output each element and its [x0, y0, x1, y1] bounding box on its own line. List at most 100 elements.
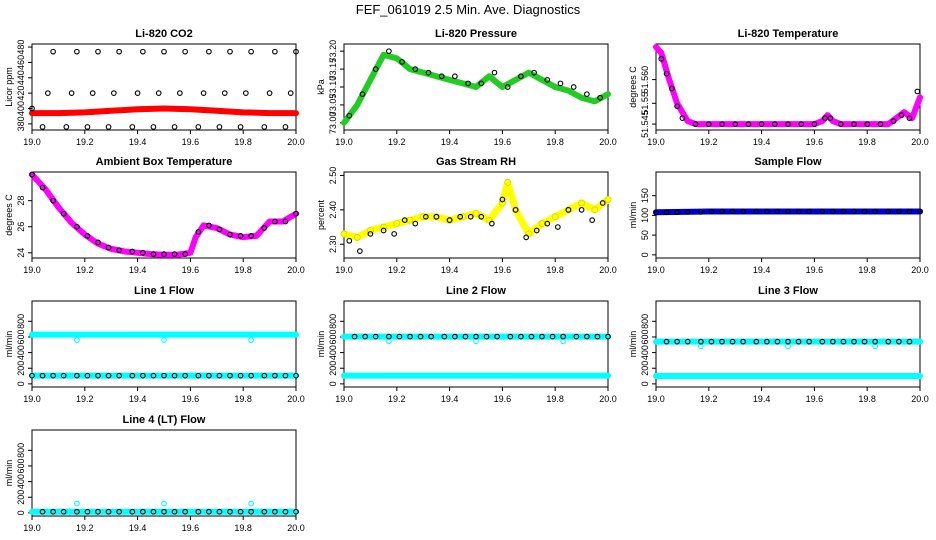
- rh-series-continuous-point: [485, 216, 493, 224]
- li_temp-series-2-5-min-ave-point: [837, 121, 844, 127]
- pressure-ytick-label: 73.20: [328, 40, 338, 63]
- line4-series-2-5-min-ave-point: [39, 508, 46, 515]
- sample_flow-series-2-5-min-ave-point: [674, 209, 680, 216]
- line1-series-2-5-min-ave-point: [216, 372, 223, 379]
- co2-ytick-label: 480: [16, 40, 26, 55]
- sample_flow-ytick-label: 100: [640, 208, 650, 223]
- pressure-xtick-label: 19.4: [441, 137, 459, 147]
- pressure-series-2-5-min-ave-point: [531, 69, 537, 76]
- line3-series-2-5-min-ave-point: [819, 338, 826, 345]
- pressure-series-2-5-min-ave-point: [452, 73, 458, 80]
- line4-series-2-5-min-ave-point: [50, 508, 56, 515]
- line4-series-2-5-min-ave-point: [261, 508, 268, 515]
- co2-series-2-5-min-ave-point: [95, 48, 101, 55]
- co2-series-2-5-min-ave-point: [272, 48, 278, 55]
- co2-series-continuous: [29, 105, 299, 117]
- rh-series-continuous-point: [406, 216, 414, 224]
- co2-ytick-label: 400: [16, 101, 26, 116]
- box_temp-panel: Ambient Box Temperature degrees C 19.0 19.2…: [4, 156, 305, 275]
- line2-panel: Line 2 Flow ml/min 19.0 19.2 19.4 19.6 19.8 20.…: [316, 285, 617, 404]
- sample_flow-series-2-5-min-ave-point: [830, 208, 836, 215]
- co2-series-2-5-min-ave-point: [237, 124, 244, 130]
- line3-xtick-label: 19.0: [647, 394, 665, 404]
- rh-series-2-5-min-ave-point: [499, 196, 506, 203]
- rh-plot-frame: [343, 171, 609, 259]
- co2-ytick-label: 380: [16, 116, 26, 131]
- line2-series-2-5-min-ave-point: [462, 333, 469, 340]
- box_temp-series-2-5-min-ave-point: [293, 210, 299, 217]
- li_temp-series-2-5-min-ave-point: [771, 121, 778, 127]
- line1-series-2-5-min-ave-point: [237, 372, 244, 379]
- pressure-ylabel: kPa: [316, 79, 326, 95]
- pressure-xtick-label: 19.2: [388, 137, 406, 147]
- pressure-series-2-5-min-ave-point: [465, 80, 471, 87]
- rh-ytick-label: 2.50: [328, 167, 338, 185]
- line1-series-2-5-min-ave-point: [282, 372, 289, 379]
- rh-xtick-label: 19.6: [494, 265, 512, 275]
- line1-series-2-5-min-ave-point: [195, 372, 202, 379]
- sample_flow-panel: Sample Flow ml/min 19.0 19.2 19.4 19.6 19.8 20.…: [628, 156, 929, 275]
- line1-series-upper-dips-point: [161, 337, 167, 343]
- co2-series-2-5-min-ave-point: [227, 48, 233, 55]
- box_temp-series-2-5-min-ave-point: [74, 223, 80, 230]
- li_temp-xtick-label: 19.8: [858, 137, 876, 147]
- line4-series-2-5-min-ave-point: [84, 508, 91, 515]
- co2-series-2-5-min-ave-point: [161, 48, 167, 55]
- pressure-series-2-5-min-ave-point: [597, 94, 603, 101]
- box_temp-series-2-5-min-ave-point: [116, 247, 122, 254]
- rh-series-2-5-min-ave-point: [401, 217, 408, 224]
- box_temp-series-2-5-min-ave-point: [206, 222, 212, 229]
- rh-series-continuous-point: [551, 213, 559, 221]
- rh-series-2-5-min-ave-point: [554, 224, 561, 230]
- line2-series-2-5-min-ave-point: [386, 333, 392, 340]
- line1-series-2-5-min-ave-point: [116, 372, 122, 379]
- li_temp-plot-frame: [655, 43, 921, 131]
- line2-plot-frame: [343, 300, 609, 388]
- line2-series-2-5-min-ave-point: [417, 333, 424, 340]
- rh-xtick-label: 19.8: [546, 265, 564, 275]
- line3-panel: Line 3 Flow ml/min 19.0 19.2 19.4 19.6 19.8 20.…: [628, 285, 929, 404]
- pressure-xtick-label: 19.0: [335, 137, 353, 147]
- sample_flow-series-2-5-min-ave-point: [708, 208, 715, 215]
- co2-ytick-label: 420: [16, 86, 26, 101]
- co2-series-2-5-min-ave-point: [155, 90, 162, 96]
- co2-series-2-5-min-ave-point: [206, 48, 212, 55]
- sample_flow-xtick-label: 19.8: [858, 265, 876, 275]
- line1-series-2-5-min-ave-point: [74, 372, 80, 379]
- line3-series-2-5-min-ave-point: [729, 338, 736, 345]
- box_temp-series-2-5-min-ave-point: [150, 251, 157, 257]
- co2-series-2-5-min-ave-point: [105, 124, 112, 130]
- sample_flow-series-2-5-min-ave-point: [764, 208, 770, 215]
- rh-series-2-5-min-ave-point: [544, 220, 551, 227]
- line2-xtick-label: 19.8: [546, 394, 564, 404]
- pressure-series-2-5-min-ave-point: [359, 91, 366, 98]
- line1-series-2-5-min-ave-point: [248, 372, 254, 379]
- box_temp-series-2-5-min-ave-point: [60, 210, 67, 217]
- line4-series-2-5-min-ave-point: [206, 508, 212, 515]
- line4-series-2-5-min-ave-point: [248, 508, 254, 515]
- li_temp-series-2-5-min-ave-point: [864, 121, 871, 127]
- line4-series-spikes-point: [248, 500, 254, 507]
- line4-ytick-label: 800: [16, 443, 26, 458]
- li_temp-ytick-label: 51.560: [640, 66, 650, 94]
- rh-ytick-label: 2.40: [328, 201, 338, 219]
- line3-series-2-5-min-ave-point: [698, 338, 704, 345]
- rh-series-continuous-point: [472, 209, 480, 217]
- sample_flow-series-2-5-min-ave-point: [840, 208, 847, 215]
- co2-series-2-5-min-ave-point: [68, 90, 75, 96]
- line2-series-2-5-min-ave-point: [494, 333, 500, 340]
- li_temp-series-2-5-min-ave-point: [732, 121, 739, 127]
- line4-ytick-label: 400: [16, 474, 26, 489]
- line2-ytick-label: 200: [328, 361, 338, 376]
- line4-series-2-5-min-ave-point: [272, 508, 278, 515]
- li_temp-ytick-label: 51.545: [640, 110, 650, 138]
- line3-series-2-5-min-ave-point: [663, 338, 670, 345]
- line3-series-2-5-min-ave-point: [684, 338, 691, 345]
- co2-series-2-5-min-ave-point: [89, 90, 96, 96]
- box_temp-xtick-label: 19.2: [76, 265, 94, 275]
- line1-xtick-label: 19.4: [129, 394, 147, 404]
- sample_flow-series-2-5-min-ave-point: [774, 208, 781, 215]
- line4-series-2-5-min-ave-point: [182, 508, 188, 515]
- sample_flow-series-2-5-min-ave-point: [906, 208, 913, 215]
- pressure-series-2-5-min-ave-point: [346, 112, 353, 119]
